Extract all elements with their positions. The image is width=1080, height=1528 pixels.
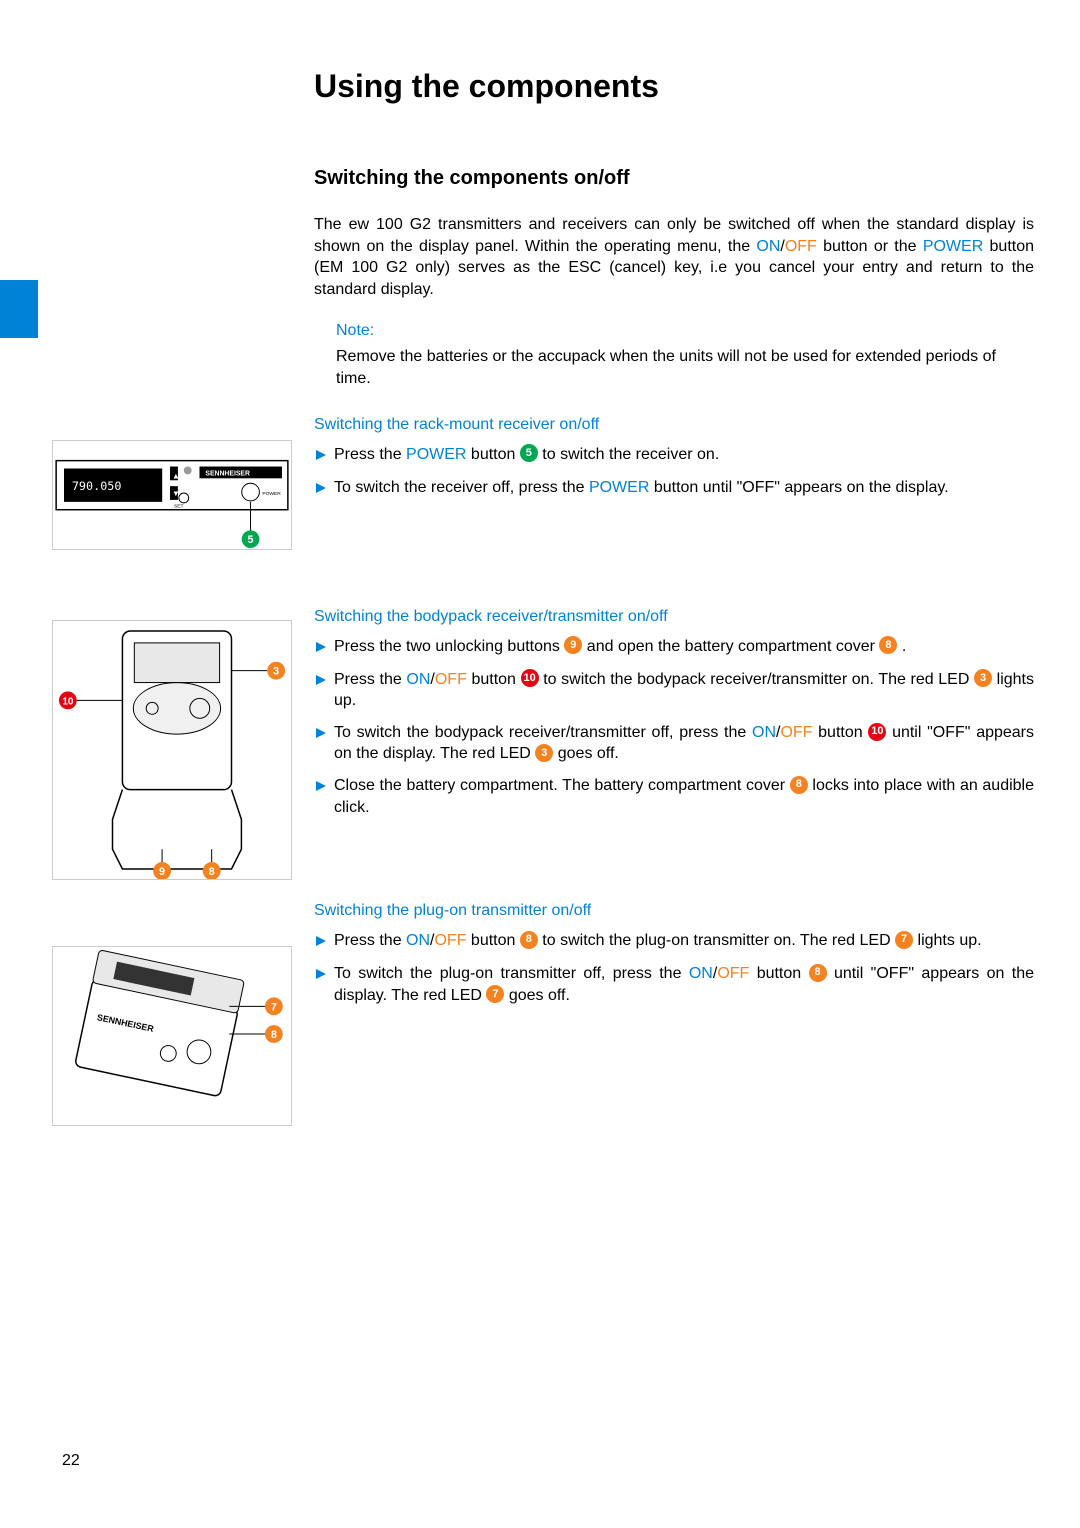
step-item: Press the two unlocking buttons 9 and op…: [314, 636, 1034, 659]
step-bullet-icon: [314, 481, 328, 495]
svg-text:9: 9: [159, 866, 165, 878]
svg-text:POWER: POWER: [262, 491, 281, 497]
svg-text:8: 8: [209, 866, 215, 878]
note-label: Note:: [336, 322, 1034, 340]
step-bullet-icon: [314, 967, 328, 981]
step-text: To switch the bodypack receiver/transmit…: [334, 722, 1034, 765]
step-bullet-icon: [314, 726, 328, 740]
svg-text:SET: SET: [174, 504, 184, 510]
plugon-steps: Press the ON/OFF button 8 to switch the …: [314, 930, 1034, 1006]
figure-rack-receiver: 790.050 ▲ ▼ SET SENNHEISER POWER 5: [52, 440, 292, 550]
callout-3: 3: [535, 744, 553, 762]
step-item: Press the POWER button 5 to switch the r…: [314, 444, 1034, 467]
callout-10: 10: [868, 723, 886, 741]
section-subtitle: Switching the components on/off: [314, 167, 1034, 190]
main-content: Using the components Switching the compo…: [314, 68, 1034, 1016]
callout-8: 8: [790, 776, 808, 794]
svg-text:5: 5: [248, 534, 254, 546]
svg-text:▲: ▲: [172, 471, 180, 480]
figure-plugon: SENNHEISER 7 8: [52, 946, 292, 1126]
step-item: Press the ON/OFF button 8 to switch the …: [314, 930, 1034, 953]
step-text: To switch the plug-on transmitter off, p…: [334, 963, 1034, 1006]
bodypack-steps: Press the two unlocking buttons 9 and op…: [314, 636, 1034, 819]
callout-9: 9: [564, 636, 582, 654]
callout-8: 8: [809, 964, 827, 982]
side-tab: [0, 280, 38, 338]
callout-10: 10: [521, 669, 539, 687]
step-item: To switch the bodypack receiver/transmit…: [314, 722, 1034, 765]
callout-7: 7: [486, 985, 504, 1003]
page-title: Using the components: [314, 68, 1034, 105]
callout-5: 5: [520, 444, 538, 462]
callout-7: 7: [895, 931, 913, 949]
svg-text:SENNHEISER: SENNHEISER: [205, 470, 250, 477]
step-text: Press the ON/OFF button 8 to switch the …: [334, 930, 1034, 952]
step-text: Close the battery compartment. The batte…: [334, 775, 1034, 818]
step-bullet-icon: [314, 779, 328, 793]
rack-section-title: Switching the rack-mount receiver on/off: [314, 416, 1034, 434]
step-bullet-icon: [314, 640, 328, 654]
step-text: To switch the receiver off, press the PO…: [334, 477, 1034, 499]
step-text: Press the ON/OFF button 10 to switch the…: [334, 669, 1034, 712]
step-text: Press the POWER button 5 to switch the r…: [334, 444, 1034, 466]
svg-text:3: 3: [273, 666, 279, 678]
figure-bodypack: 3 10 9 8: [52, 620, 292, 880]
step-item: To switch the plug-on transmitter off, p…: [314, 963, 1034, 1006]
rack-steps: Press the POWER button 5 to switch the r…: [314, 444, 1034, 500]
svg-text:10: 10: [62, 696, 74, 707]
callout-3: 3: [974, 669, 992, 687]
intro-paragraph: The ew 100 G2 transmitters and receivers…: [314, 214, 1034, 300]
callout-8: 8: [879, 636, 897, 654]
step-item: Close the battery compartment. The batte…: [314, 775, 1034, 818]
note-text: Remove the batteries or the accupack whe…: [336, 346, 1034, 389]
svg-text:790.050: 790.050: [72, 479, 122, 493]
bodypack-section-title: Switching the bodypack receiver/transmit…: [314, 608, 1034, 626]
callout-8: 8: [520, 931, 538, 949]
page-number: 22: [62, 1452, 80, 1470]
step-item: To switch the receiver off, press the PO…: [314, 477, 1034, 500]
step-bullet-icon: [314, 673, 328, 687]
step-text: Press the two unlocking buttons 9 and op…: [334, 636, 1034, 658]
step-item: Press the ON/OFF button 10 to switch the…: [314, 669, 1034, 712]
svg-text:8: 8: [271, 1029, 277, 1041]
svg-text:7: 7: [271, 1001, 277, 1013]
step-bullet-icon: [314, 934, 328, 948]
note-block: Note: Remove the batteries or the accupa…: [314, 322, 1034, 389]
plugon-section-title: Switching the plug-on transmitter on/off: [314, 902, 1034, 920]
step-bullet-icon: [314, 448, 328, 462]
